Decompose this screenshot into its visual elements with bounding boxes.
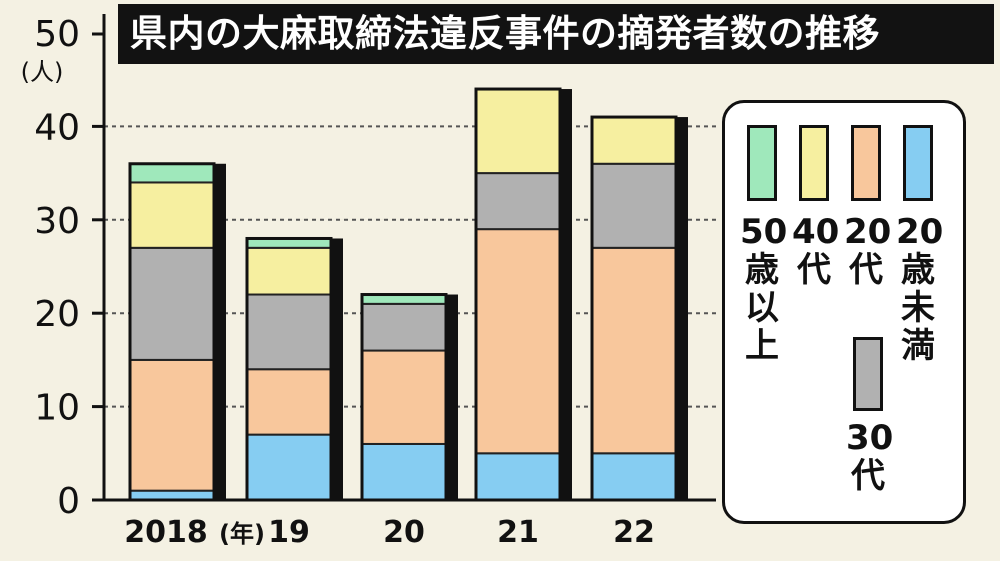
bar-segment-s20 <box>591 246 677 455</box>
y-tick-label: 40 <box>34 107 80 148</box>
bar-segment-s30 <box>591 162 677 249</box>
legend-swatch-over50 <box>747 125 777 201</box>
axes <box>102 14 716 502</box>
bar-segment-s40 <box>129 181 215 249</box>
bar-segment-s40 <box>591 116 677 165</box>
y-tick-label: 0 <box>57 481 80 522</box>
bar-segment-under20 <box>475 452 561 501</box>
x-tick-label: 21 <box>497 515 539 550</box>
bar-segment-s30 <box>246 293 332 371</box>
legend-swatch-s20 <box>851 125 881 201</box>
title-background <box>118 4 994 64</box>
bar-segment-s30 <box>129 246 215 361</box>
x-tick-label: 22 <box>613 515 655 550</box>
x-tick-label: 2018 <box>124 515 208 550</box>
x-tick-label: 19 <box>268 515 310 550</box>
legend-label-under20: 20 歳 未 満 <box>896 212 944 366</box>
bar-shadow <box>214 163 226 500</box>
legend-label-over50: 50 歳 以 上 <box>740 212 788 366</box>
tick-labels: 0 10 20 30 40 50 (人) 2018 (年) 19 20 21 22 <box>21 14 655 550</box>
bar-segment-s20 <box>361 349 447 445</box>
x-unit-label: (年) <box>219 520 265 548</box>
legend: 50 歳 以 上 40 代 20 代 20 歳 未 満 30 代 <box>722 100 966 524</box>
bar-segment-s20 <box>475 228 561 455</box>
y-top-label: 50 <box>34 14 80 55</box>
bar-shadow <box>331 238 343 501</box>
bar-shadow <box>446 294 458 500</box>
y-tick-label: 20 <box>34 294 80 335</box>
bars-group <box>128 87 688 502</box>
bar-segment-s30 <box>475 172 561 231</box>
legend-label-s30: 30 代 <box>846 418 894 496</box>
legend-swatch-s40 <box>799 125 829 201</box>
y-unit-label: (人) <box>21 58 64 86</box>
bar-segment-s30 <box>361 302 447 352</box>
chart-title: 県内の大麻取締法違反事件の摘発者数の推移 <box>130 12 880 55</box>
bar-segment-over50 <box>129 162 215 184</box>
bar-shadow <box>676 117 688 500</box>
y-tick-label: 10 <box>34 388 80 429</box>
bar-segment-s20 <box>129 358 215 492</box>
bar-shadow <box>560 89 572 500</box>
legend-swatch-under20 <box>903 125 933 201</box>
legend-label-s20: 20 代 <box>844 212 892 290</box>
bar-segment-s40 <box>475 88 561 175</box>
bar-segment-under20 <box>361 442 447 501</box>
bar-segment-s20 <box>246 368 332 436</box>
x-tick-label: 20 <box>383 515 425 550</box>
legend-label-s40: 40 代 <box>792 212 840 290</box>
bar-segment-s40 <box>246 246 332 296</box>
legend-swatch-s30 <box>853 337 883 411</box>
bar-segment-under20 <box>246 433 332 501</box>
y-tick-label: 30 <box>34 201 80 242</box>
bar-segment-under20 <box>591 452 677 501</box>
